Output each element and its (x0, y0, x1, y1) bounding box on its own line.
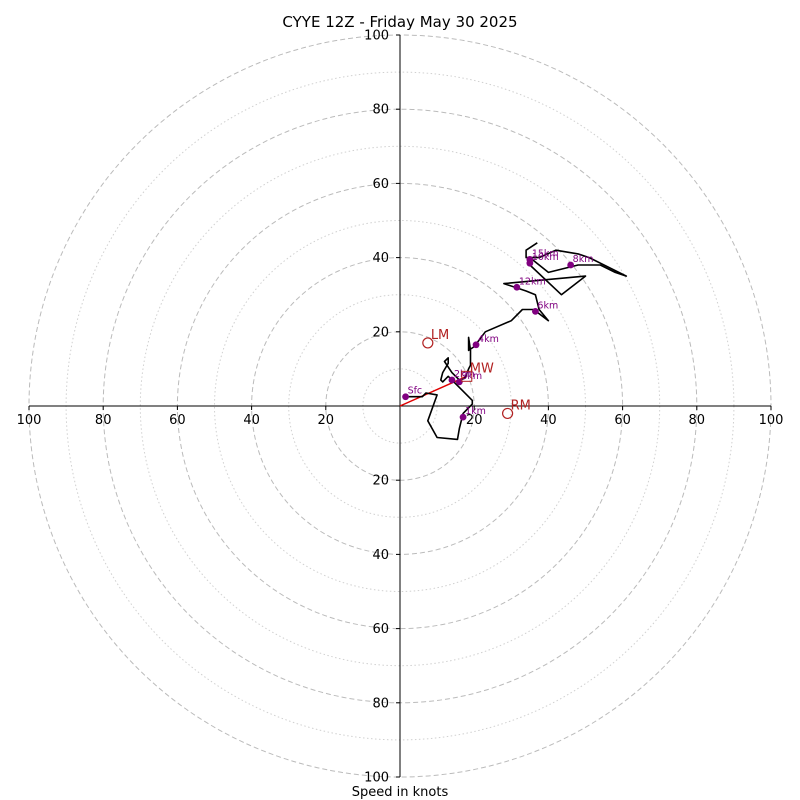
height-point-Sfc (402, 393, 409, 401)
storm-motion-markers: LM RM MW (422, 328, 531, 420)
storm-motion-marker-LM (422, 337, 434, 349)
height-point-12km (513, 283, 521, 291)
height-point-15km (526, 256, 534, 263)
y-tick-label: 100 (364, 29, 389, 44)
y-tick-label: 60 (372, 177, 389, 192)
height-label-Sfc: Sfc (408, 386, 423, 397)
height-label-1km: 1km (465, 406, 486, 417)
height-label-4km: 4km (478, 334, 499, 345)
height-label-15km: 15km (532, 248, 559, 259)
storm-motion-label-LM: LM (431, 328, 449, 343)
x-tick-label: 100 (17, 413, 42, 428)
hodograph-trace-group (405, 242, 628, 441)
x-tick-label: 60 (169, 413, 186, 428)
x-tick-label: 40 (540, 413, 557, 428)
y-tick-label: 100 (364, 771, 389, 786)
storm-motion-marker-RM (501, 407, 514, 420)
storm-motion-label-RM: RM (511, 398, 531, 413)
height-label-8km: 8km (573, 254, 594, 265)
x-tick-label: 40 (243, 413, 260, 428)
y-tick-label: 20 (372, 474, 389, 489)
height-point-4km (472, 341, 480, 349)
y-tick-label: 80 (372, 103, 389, 118)
y-tick-label: 60 (372, 622, 389, 637)
x-axis-label: Speed in knots (352, 785, 449, 800)
x-tick-label: 60 (614, 413, 631, 428)
y-tick-label: 20 (372, 325, 389, 340)
x-tick-label: 20 (318, 413, 335, 428)
height-label-10km: 10km (532, 252, 559, 263)
x-tick-label: 20 (466, 413, 483, 428)
x-tick-label: 100 (759, 413, 784, 428)
chart-title: CYYE 12Z - Friday May 30 2025 (282, 13, 517, 31)
height-point-6km (532, 307, 539, 315)
storm-motion-label-MW: MW (470, 361, 494, 376)
hodograph-trace (405, 242, 628, 441)
x-tick-label: 80 (95, 413, 112, 428)
height-point-3km (455, 378, 463, 386)
height-point-1km (459, 413, 467, 421)
tick-labels: 100 100 80 80 60 60 40 40 20 20 20 20 40 40 60 60 80 80 10… (17, 29, 784, 786)
height-label-6km: 6km (537, 300, 558, 311)
y-tick-label: 80 (372, 696, 389, 711)
height-point-8km (567, 261, 575, 269)
height-label-2km: 2km (454, 369, 475, 380)
mean-wind-vector (399, 375, 468, 407)
height-point-2km (448, 376, 456, 384)
y-tick-label: 40 (372, 548, 389, 563)
storm-motion-marker-MW (461, 370, 473, 382)
mean-wind-line (399, 375, 468, 407)
height-label-12km: 12km (519, 276, 546, 287)
y-tick-label: 40 (372, 251, 389, 266)
x-tick-label: 80 (689, 413, 706, 428)
